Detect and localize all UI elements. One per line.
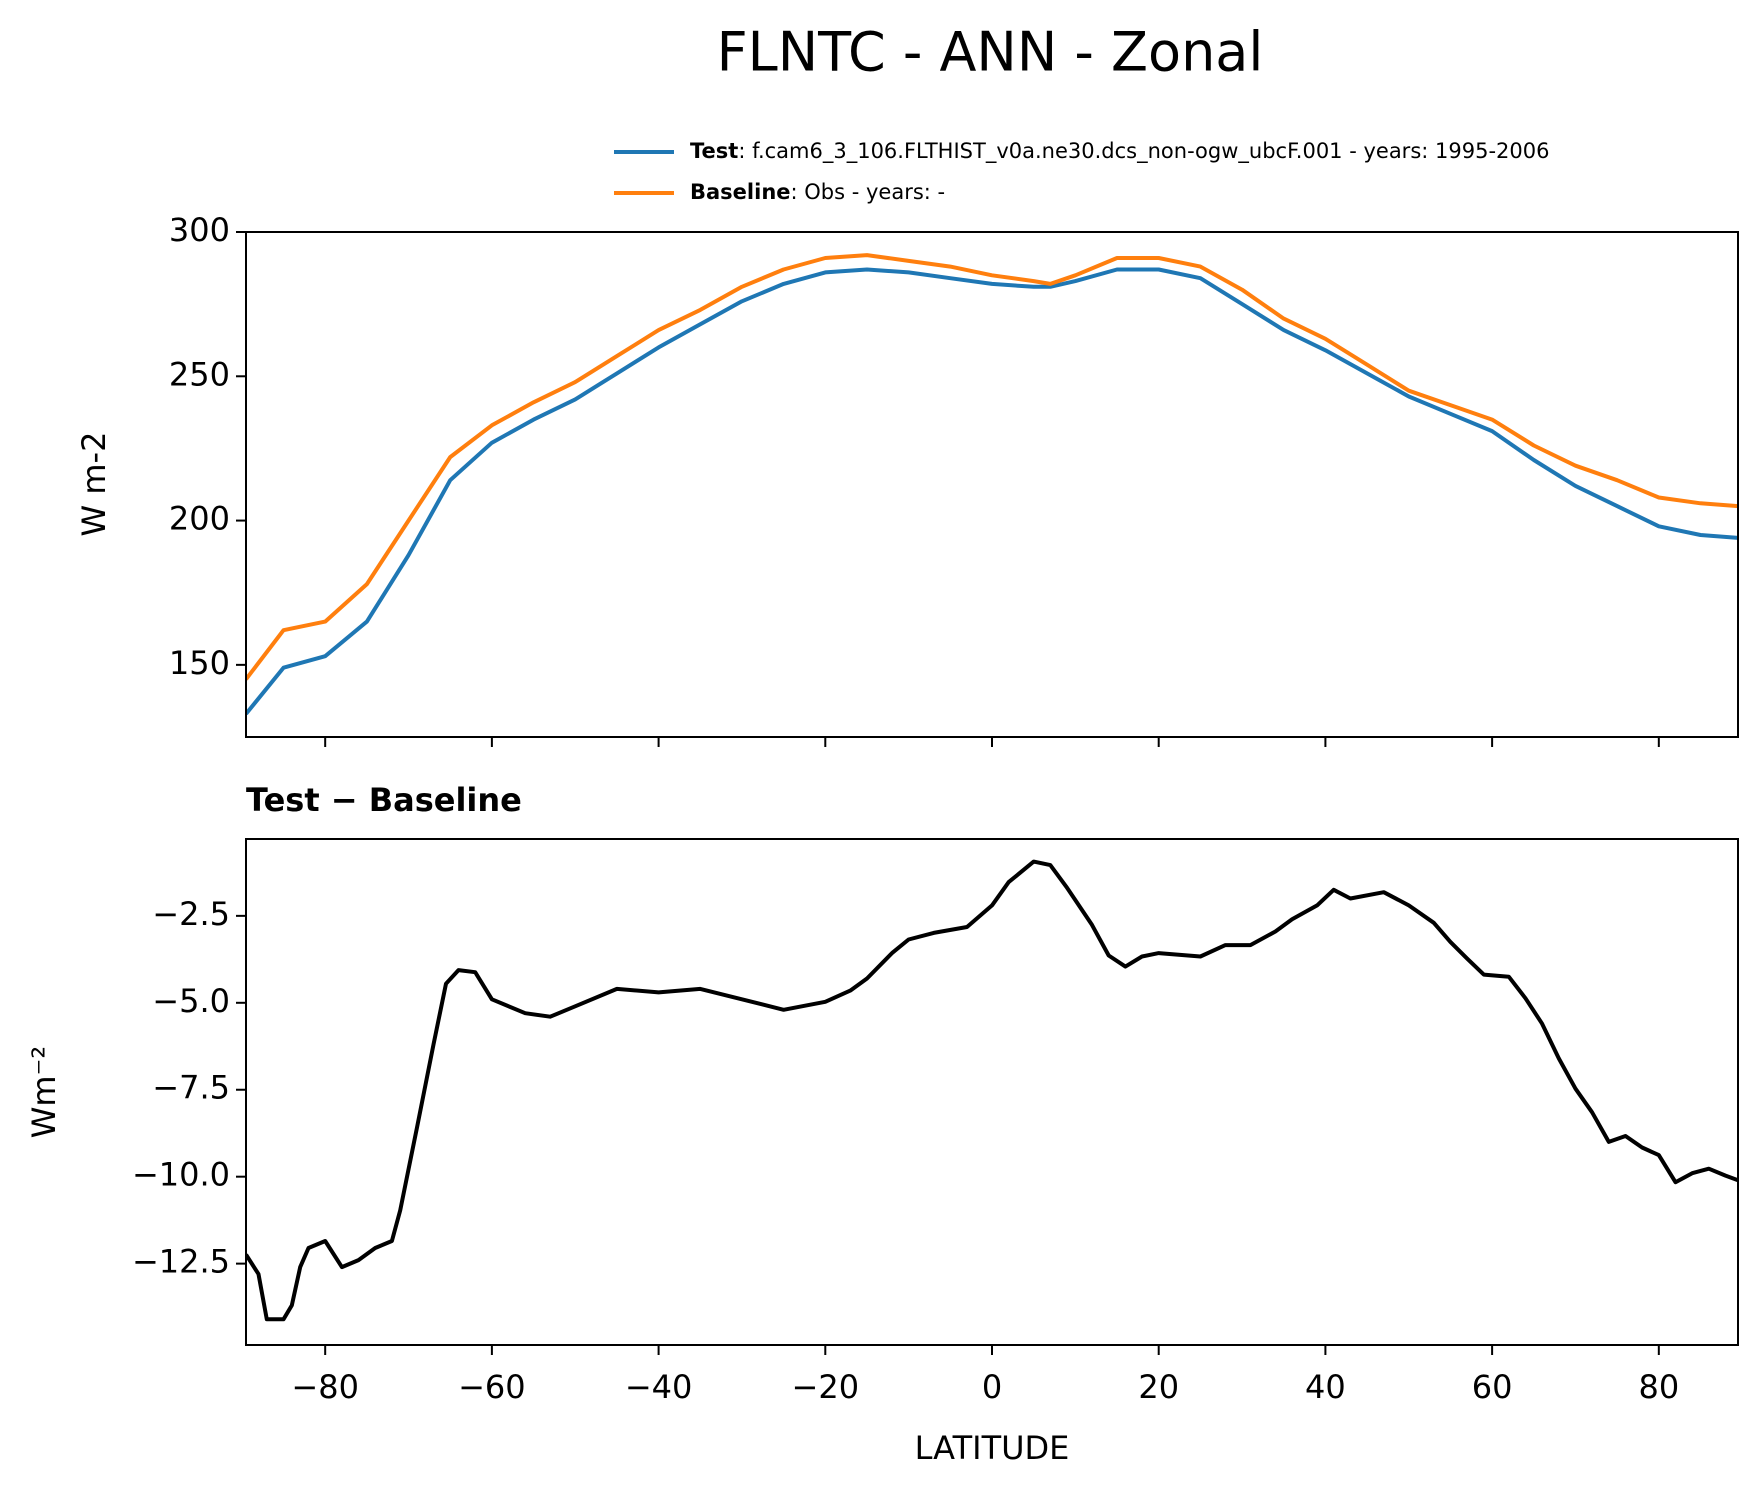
axes-frame bbox=[245, 231, 1739, 738]
y-axis-label: Wm⁻² bbox=[25, 1046, 63, 1139]
legend-label: Test: f.cam6_3_106.FLTHIST_v0a.ne30.dcs_… bbox=[690, 139, 1549, 164]
y-tick-label: 300 bbox=[169, 211, 230, 249]
x-tick-label: 40 bbox=[1305, 1368, 1346, 1406]
y-tick-label: −5.0 bbox=[152, 982, 230, 1020]
axes-frame bbox=[245, 838, 1739, 1346]
data-line bbox=[246, 253, 1738, 681]
y-tick-label: 150 bbox=[169, 644, 230, 682]
x-tick-label: 0 bbox=[982, 1368, 1002, 1406]
x-tick-label: −40 bbox=[625, 1368, 693, 1406]
y-tick-label: 250 bbox=[169, 355, 230, 393]
y-axis-label: W m-2 bbox=[75, 432, 113, 537]
legend-label: Baseline: Obs - years: - bbox=[690, 180, 945, 204]
x-tick-label: −20 bbox=[792, 1368, 860, 1406]
x-tick-label: 80 bbox=[1638, 1368, 1679, 1406]
x-tick-label: −60 bbox=[458, 1368, 526, 1406]
y-tick-label: −12.5 bbox=[132, 1243, 230, 1281]
y-tick-label: −7.5 bbox=[152, 1069, 230, 1107]
y-tick-label: −2.5 bbox=[152, 895, 230, 933]
x-axis-label: LATITUDE bbox=[915, 1429, 1070, 1467]
y-tick-label: −10.0 bbox=[132, 1156, 230, 1194]
x-tick-label: 60 bbox=[1472, 1368, 1513, 1406]
data-line bbox=[246, 267, 1738, 716]
chart-title: FLNTC - ANN - Zonal bbox=[717, 21, 1264, 84]
panel-title: Test − Baseline bbox=[246, 781, 522, 819]
legend-description: : f.cam6_3_106.FLTHIST_v0a.ne30.dcs_non-… bbox=[738, 139, 1549, 164]
x-tick-label: 20 bbox=[1138, 1368, 1179, 1406]
legend-description: : Obs - years: - bbox=[791, 180, 946, 204]
x-tick-label: −80 bbox=[291, 1368, 359, 1406]
legend-name: Test bbox=[690, 139, 738, 163]
y-tick-label: 200 bbox=[169, 500, 230, 538]
legend-name: Baseline bbox=[690, 180, 791, 204]
data-line bbox=[246, 859, 1738, 1322]
